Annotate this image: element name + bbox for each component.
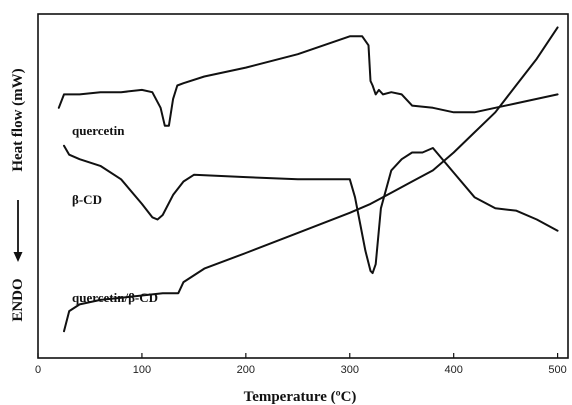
y-axis-title: Heat flow (mW) [10,68,26,171]
series-label-quercetin-beta-cd: quercetin/β-CD [72,290,158,305]
x-axis-title: Temperature (ºC) [244,389,357,405]
series-line-beta-cd [63,144,559,275]
series-label-quercetin: quercetin [72,123,125,138]
series-line-quercetin [57,35,559,127]
series-label-beta-cd: β-CD [72,192,102,207]
series-lines [57,26,559,333]
x-ticks: 0 100 200 300 400 500 [35,353,567,376]
x-tick-label-400: 400 [445,364,463,376]
x-tick-label-100: 100 [133,364,151,376]
endo-label: ENDO [10,278,26,321]
series-line-quercetin-beta-cd [63,26,559,333]
endo-arrow-head [13,252,23,262]
x-tick-label-200: 200 [237,364,255,376]
endo-annotation: ENDO [10,200,26,322]
plot-frame [37,13,569,359]
x-tick-label-500: 500 [548,364,566,376]
x-tick-label-0: 0 [35,364,41,376]
x-tick-label-300: 300 [341,364,359,376]
